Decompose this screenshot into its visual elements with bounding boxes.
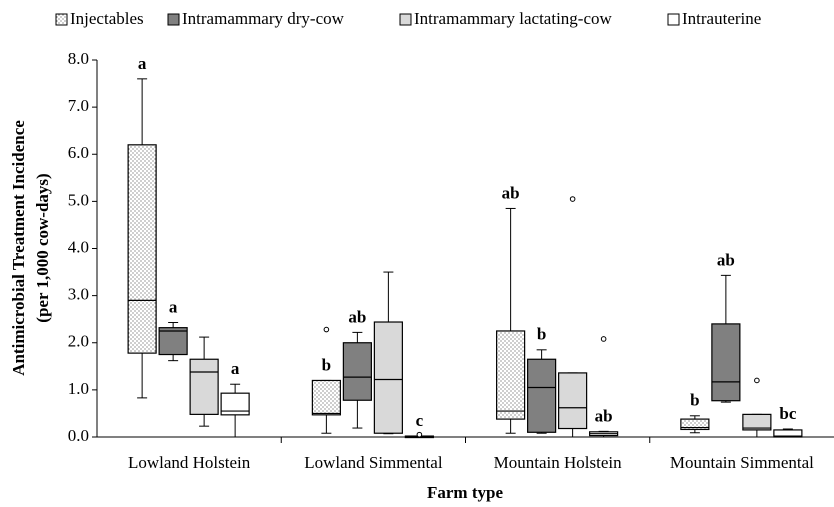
significance-letter: b	[690, 391, 699, 410]
y-axis-title: Antimicrobial Treatment Incidence	[9, 120, 28, 376]
y-tick-label: 4.0	[68, 237, 89, 256]
box	[220, 392, 250, 416]
significance-letter: bc	[779, 404, 796, 423]
y-tick-label: 8.0	[68, 49, 89, 68]
x-tick-label: Mountain Simmental	[670, 453, 814, 472]
box	[527, 358, 557, 433]
y-axis-title: (per 1,000 cow-days)	[33, 173, 52, 322]
significance-letter: b	[537, 325, 546, 344]
legend-label: Injectables	[70, 9, 144, 28]
legend-label: Intramammary lactating-cow	[414, 9, 612, 28]
outlier	[323, 326, 330, 333]
significance-letter: a	[169, 297, 178, 316]
significance-letter: ab	[502, 183, 520, 202]
significance-letter: b	[322, 355, 331, 374]
box	[342, 342, 372, 401]
y-tick-label: 1.0	[68, 379, 89, 398]
box	[680, 418, 710, 431]
legend-swatch	[399, 13, 412, 26]
box	[373, 321, 403, 434]
legend-swatch	[167, 13, 180, 26]
legend-label: Intrauterine	[682, 9, 761, 28]
x-tick-label: Mountain Holstein	[494, 453, 622, 472]
box	[311, 379, 341, 416]
box	[558, 372, 588, 430]
legend-label: Intramammary dry-cow	[182, 9, 345, 28]
box	[127, 144, 157, 354]
box	[742, 413, 772, 431]
x-tick-label: Lowland Holstein	[128, 453, 251, 472]
y-tick-label: 0.0	[68, 426, 89, 445]
outlier	[569, 196, 576, 202]
x-tick-label: Lowland Simmental	[304, 453, 443, 472]
legend-swatch	[55, 13, 68, 26]
box	[711, 323, 741, 402]
outlier	[754, 377, 760, 384]
significance-letter: ab	[717, 250, 735, 269]
outlier	[600, 336, 607, 342]
box	[158, 327, 188, 356]
significance-letter: a	[231, 359, 240, 378]
box	[496, 330, 526, 420]
y-tick-label: 7.0	[68, 96, 89, 115]
significance-letter: ab	[595, 406, 613, 425]
significance-letter: c	[416, 411, 424, 430]
box	[773, 429, 803, 438]
y-tick-label: 3.0	[68, 285, 89, 304]
y-tick-label: 2.0	[68, 332, 89, 351]
legend-swatch	[667, 13, 680, 26]
significance-letter: a	[138, 54, 147, 73]
outlier	[416, 431, 423, 438]
y-tick-label: 6.0	[68, 143, 89, 162]
significance-letter: ab	[348, 307, 366, 326]
x-axis-title: Farm type	[427, 483, 503, 502]
y-tick-label: 5.0	[68, 190, 89, 209]
box	[189, 358, 219, 415]
